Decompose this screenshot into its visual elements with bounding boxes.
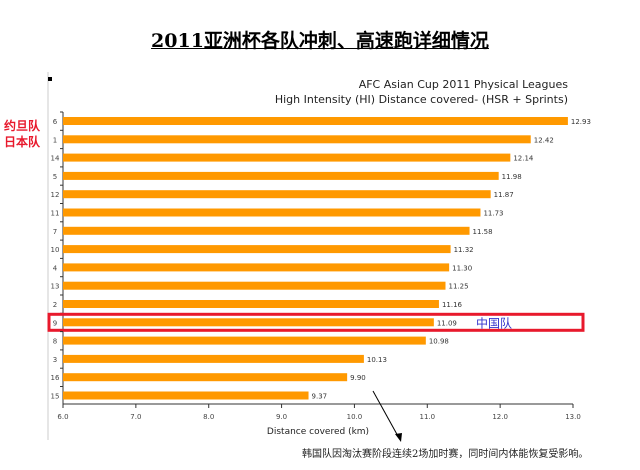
y-tick-label: 15 — [51, 393, 60, 401]
bar-value-label: 11.87 — [494, 191, 514, 199]
bar-13 — [63, 281, 446, 290]
bar-14 — [63, 153, 511, 162]
x-tick-label: 11.0 — [419, 413, 435, 421]
korea-note: 韩国队因淘汰赛阶段连续2场加时赛，同时间内体能恢复受影响。 — [302, 449, 589, 460]
bar-value-label: 10.98 — [429, 338, 449, 346]
bar-value-label: 11.73 — [483, 210, 503, 218]
bar-value-label: 12.93 — [571, 118, 591, 126]
bar-value-label: 11.58 — [473, 228, 493, 236]
x-tick-label: 9.0 — [276, 413, 287, 421]
japan-label: 日本队 — [4, 135, 41, 149]
arrow-head — [395, 433, 402, 442]
bar-5 — [63, 171, 499, 180]
y-tick-label: 1 — [53, 136, 57, 144]
y-tick-label: 8 — [53, 338, 57, 346]
bar-value-label: 11.16 — [442, 301, 463, 309]
bar-value-label: 9.90 — [350, 374, 366, 382]
y-tick-label: 5 — [53, 173, 57, 181]
y-tick-label: 13 — [51, 283, 60, 291]
bar-value-label: 12.14 — [513, 155, 534, 163]
bar-value-label: 9.37 — [312, 393, 328, 401]
bar-value-label: 12.42 — [534, 136, 554, 144]
bar-3 — [63, 354, 364, 363]
bar-value-label: 11.98 — [502, 173, 522, 181]
bar-value-label: 11.30 — [452, 264, 472, 272]
bar-4 — [63, 263, 450, 272]
y-tick-label: 12 — [51, 191, 60, 199]
y-tick-label: 10 — [51, 246, 60, 254]
y-tick-label: 6 — [53, 118, 58, 126]
y-tick-label: 16 — [51, 374, 60, 382]
bar-6 — [63, 117, 568, 125]
marker — [48, 77, 52, 81]
bar-value-label: 11.32 — [454, 246, 474, 254]
y-tick-label: 2 — [53, 301, 57, 309]
bar-10 — [63, 245, 451, 254]
jordan-label: 约旦队 — [4, 119, 41, 133]
y-tick-label: 7 — [53, 228, 57, 236]
y-tick-label: 11 — [51, 210, 60, 218]
x-tick-label: 13.0 — [565, 413, 581, 421]
bar-16 — [63, 373, 348, 382]
bar-7 — [63, 226, 470, 235]
bar-12 — [63, 190, 491, 199]
bar-15 — [63, 391, 309, 400]
y-tick-label: 9 — [53, 319, 57, 327]
x-axis-label: Distance covered (km) — [267, 427, 369, 437]
bar-2 — [63, 300, 439, 308]
bar-value-label: 11.25 — [449, 283, 469, 291]
y-tick-label: 14 — [51, 155, 60, 163]
chart-subtitle: High Intensity (HI) Distance covered- (H… — [275, 93, 568, 106]
bar-value-label: 10.13 — [367, 356, 387, 364]
x-tick-label: 12.0 — [492, 413, 508, 421]
bar-1 — [63, 135, 531, 144]
y-tick-label: 4 — [53, 264, 58, 272]
chart-title: AFC Asian Cup 2011 Physical Leagues — [359, 78, 569, 91]
x-tick-label: 6.0 — [57, 413, 68, 421]
x-tick-label: 10.0 — [347, 413, 363, 421]
china-label: 中国队 — [476, 315, 512, 330]
bar-8 — [63, 336, 426, 345]
bar-9 — [63, 318, 434, 327]
arrow-line — [372, 390, 400, 439]
x-tick-label: 7.0 — [130, 413, 141, 421]
y-tick-label: 3 — [53, 356, 57, 364]
x-tick-label: 8.0 — [203, 413, 214, 421]
highlight-box — [47, 312, 585, 332]
bar-value-label: 11.09 — [437, 319, 457, 327]
bar-11 — [63, 208, 481, 217]
page-title: 2011亚洲杯各队冲刺、高速跑详细情况 — [151, 30, 489, 52]
